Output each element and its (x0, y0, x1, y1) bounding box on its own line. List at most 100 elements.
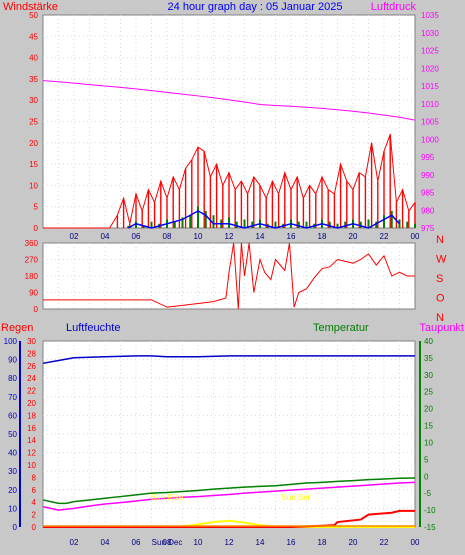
temperature-tick-label: 0 (424, 472, 429, 481)
humidity-line (42, 355, 415, 365)
hour-bottom-label: 14 (256, 538, 265, 547)
hour-bottom-label: 08 (163, 538, 172, 547)
wind-pressure-panel: 24 hour graph day : 05 Januar 2025 Winds… (3, 1, 439, 241)
wind-tick-label: 50 (29, 11, 38, 20)
wind-tick-label: 45 (29, 32, 38, 41)
wind-tick-label: 25 (29, 118, 38, 127)
direction-degree-tick-label: 180 (25, 272, 39, 281)
humidity-tick-label: 100 (4, 337, 18, 346)
rain-axis-label: Regen (1, 322, 33, 334)
pressure-tick-label: 1025 (421, 47, 439, 56)
humidity-tick-label: 40 (8, 449, 17, 458)
humidity-axis-ticks: 0 10 20 30 40 50 60 70 80 90 100 (4, 337, 21, 532)
temperature-line (42, 477, 416, 505)
humidity-tick-label: 30 (8, 467, 17, 476)
rain-tick-label: 22 (27, 387, 36, 396)
pressure-tick-label: 1000 (421, 135, 439, 144)
rain-tick-label: 8 (32, 473, 37, 482)
rain-tick-label: 20 (27, 399, 36, 408)
hour-bottom-label: 16 (287, 538, 296, 547)
dewpoint-line (42, 481, 416, 511)
wind-tick-label: 35 (29, 75, 38, 84)
pressure-line (42, 80, 416, 121)
rain-tick-label: 28 (27, 349, 36, 358)
humidity-tick-label: 20 (8, 486, 17, 495)
humidity-tick-label: 50 (8, 430, 17, 439)
rain-tick-label: 26 (27, 362, 36, 371)
hour-bottom-label: 04 (101, 538, 110, 547)
direction-degree-ticks: 0 90 180 270 360 (25, 239, 39, 314)
pressure-tick-label: 995 (421, 153, 435, 162)
rain-tick-label: 14 (27, 436, 36, 445)
hour-top-label: 12 (225, 232, 234, 241)
hour-top-label: 18 (318, 232, 327, 241)
temperature-tick-label: 10 (424, 438, 433, 447)
humidity-temperature-panel: Regen Luftfeuchte Temperatur Taupunkt 0 1… (1, 322, 464, 547)
wind-tick-label: 40 (29, 54, 38, 63)
compass-label: O (436, 293, 445, 305)
dewpoint-axis-label: Taupunkt (419, 322, 464, 334)
hour-top-label: 10 (194, 232, 203, 241)
wind-tick-label: 30 (29, 96, 38, 105)
wind-tick-label: 5 (34, 203, 39, 212)
humidity-tick-label: 70 (8, 393, 17, 402)
hour-bottom-label: 22 (380, 538, 389, 547)
temperature-tick-label: -10 (424, 506, 436, 515)
wind-axis-ticks: 0 5 10 15 20 25 30 35 40 45 50 (29, 11, 38, 233)
temperature-tick-label: 15 (424, 422, 433, 431)
hour-bottom-label: 00 (411, 538, 420, 547)
hour-bottom-label: 10 (194, 538, 203, 547)
temperature-axis-ticks: 40 35 30 25 20 15 10 5 0 -5 -10 -15 (419, 337, 436, 532)
pressure-tick-label: 980 (421, 206, 435, 215)
temperature-tick-label: 40 (424, 337, 433, 346)
hour-top-label: 04 (101, 232, 110, 241)
wind-tick-label: 0 (34, 224, 39, 233)
pressure-tick-label: 975 (421, 224, 435, 233)
pressure-tick-label: 990 (421, 171, 435, 180)
direction-degree-tick-label: 0 (34, 305, 39, 314)
hour-bottom-label: 06 (132, 538, 141, 547)
hour-axis-ticks-top: 02 04 06 08 10 12 14 16 18 20 22 00 (70, 232, 420, 241)
humidity-axis-label: Luftfeuchte (66, 322, 120, 334)
humidity-tick-label: 80 (8, 374, 17, 383)
humidity-tick-label: 60 (8, 411, 17, 420)
hour-bottom-label: 02 (70, 538, 79, 547)
humidity-tick-label: 0 (13, 523, 18, 532)
compass-label: W (436, 254, 447, 266)
sun-annotation-label: Sun Rise (151, 493, 184, 502)
pressure-tick-label: 1030 (421, 29, 439, 38)
hour-bottom-label: 20 (349, 538, 358, 547)
temperature-tick-label: 20 (424, 405, 433, 414)
rain-tick-label: 10 (27, 461, 36, 470)
hour-top-label: 06 (132, 232, 141, 241)
hour-top-label: 00 (411, 232, 420, 241)
hour-top-label: 16 (287, 232, 296, 241)
humidity-temperature-series (42, 355, 416, 528)
direction-degree-tick-label: 270 (25, 256, 39, 265)
pressure-tick-label: 985 (421, 189, 435, 198)
gust-line (43, 134, 416, 229)
rain-tick-label: 24 (27, 374, 36, 383)
hour-top-label: 08 (163, 232, 172, 241)
compass-label: N (436, 234, 444, 246)
temperature-axis-label: Temperatur (313, 322, 369, 334)
direction-degree-tick-label: 360 (25, 239, 39, 248)
wind-axis-label: Windstärke (3, 1, 58, 13)
pressure-tick-label: 1010 (421, 100, 439, 109)
hour-top-label: 22 (380, 232, 389, 241)
pressure-tick-label: 1005 (421, 118, 439, 127)
sun-annotation-label: Sun Set (281, 493, 310, 502)
hour-top-label: 14 (256, 232, 265, 241)
wind-direction-series (43, 242, 415, 310)
pressure-tick-label: 1020 (421, 64, 439, 73)
wind-tick-label: 10 (29, 181, 38, 190)
sun-annotations: Sun Rise Sun Set Sun Dec (151, 493, 311, 547)
wind-direction-line (43, 242, 415, 310)
temperature-tick-label: -5 (424, 489, 432, 498)
rain-tick-label: 6 (32, 486, 37, 495)
rain-tick-label: 18 (27, 411, 36, 420)
temperature-tick-label: -15 (424, 523, 436, 532)
hour-top-label: 02 (70, 232, 79, 241)
